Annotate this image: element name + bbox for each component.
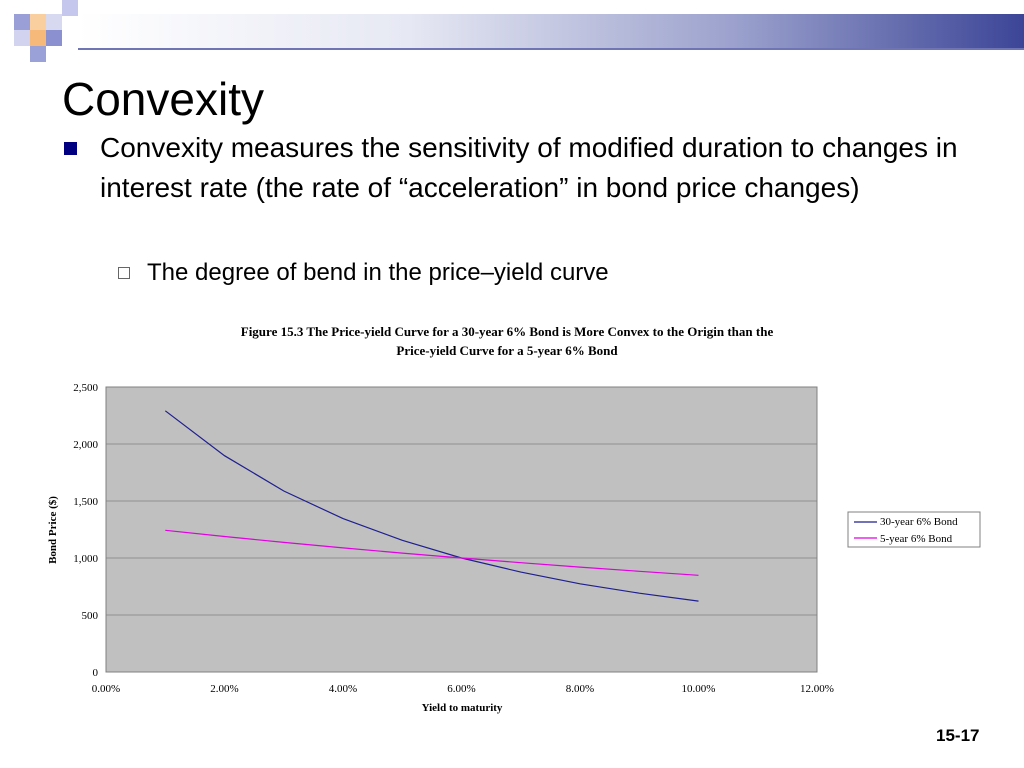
series-line-1: [165, 529, 699, 576]
y-tick-label: 2,000: [73, 439, 98, 451]
series-lines: [164, 410, 699, 602]
x-tick-label: 4.00%: [329, 683, 357, 695]
x-tick-label: 10.00%: [682, 683, 716, 695]
x-tick-label: 12.00%: [800, 683, 834, 695]
y-tick-label: 500: [82, 610, 99, 622]
plot-area: [105, 386, 818, 673]
sub-bullet-text: The degree of bend in the price–yield cu…: [147, 259, 609, 286]
y-axis-label: Bond Price ($): [47, 496, 59, 564]
series-line-0: [164, 410, 699, 602]
legend-label-5-year: 5-year 6% Bond: [880, 533, 953, 545]
y-axis-tick-labels: 0 500 1,000 1,500 2,000 2,500: [73, 382, 98, 679]
legend: 30-year 6% Bond 5-year 6% Bond: [847, 511, 981, 548]
chart-title-line-2: Price-yield Curve for a 5-year 6% Bond: [396, 343, 618, 358]
x-tick-label: 2.00%: [210, 683, 238, 695]
slide-title: Convexity: [62, 73, 264, 125]
x-axis-tick-labels: 0.00% 2.00% 4.00% 6.00% 8.00% 10.00% 12.00%: [92, 683, 834, 695]
x-axis-label: Yield to maturity: [422, 702, 503, 714]
header-gradient-bar: [78, 14, 1024, 48]
header-rule: [78, 48, 1024, 50]
y-tick-label: 0: [93, 667, 99, 679]
x-tick-label: 0.00%: [92, 683, 120, 695]
chart-title-line-1: Figure 15.3 The Price-yield Curve for a …: [241, 324, 774, 339]
x-tick-label: 6.00%: [447, 683, 475, 695]
x-tick-label: 8.00%: [566, 683, 594, 695]
slide-number: 15-17: [936, 726, 980, 745]
y-tick-label: 1,000: [73, 553, 98, 565]
legend-label-30-year: 30-year 6% Bond: [880, 516, 958, 528]
y-tick-label: 2,500: [73, 382, 98, 394]
legend-box: [847, 511, 981, 548]
hollow-square-bullet-icon: [118, 267, 130, 279]
bullet-text: Convexity measures the sensitivity of mo…: [100, 132, 958, 203]
square-bullet-icon: [64, 142, 77, 155]
y-tick-label: 1,500: [73, 496, 98, 508]
